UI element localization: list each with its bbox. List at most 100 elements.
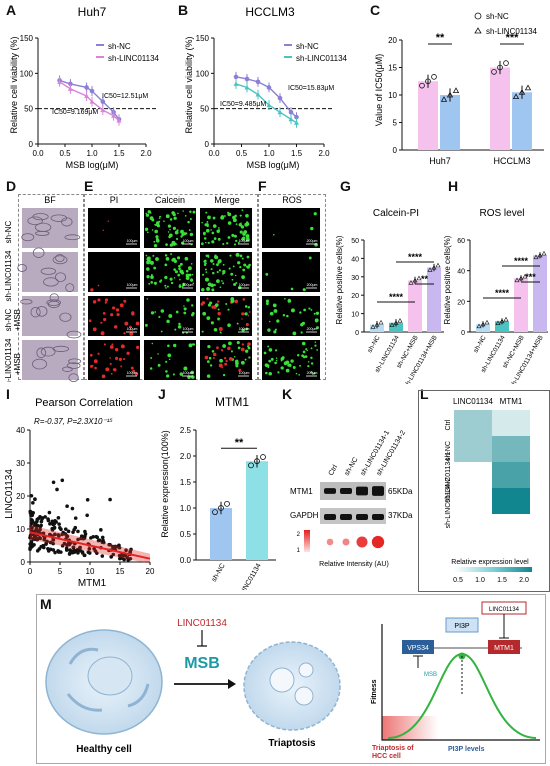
- fluorescent-cell: [153, 244, 158, 248]
- fluorescent-cell: [148, 282, 151, 285]
- fluorescent-cell: [147, 256, 151, 260]
- data-point: [484, 319, 490, 325]
- m-red-gradient: [382, 716, 438, 740]
- fluorescent-cell: [303, 308, 306, 312]
- fluorescent-cell: [118, 357, 123, 362]
- scatter-point: [60, 543, 65, 548]
- category-label: Huh7: [429, 156, 451, 166]
- col-merge: Merge: [214, 195, 240, 205]
- data-point: [425, 78, 431, 85]
- k-scale-top: 2: [297, 532, 301, 538]
- fluorescent-cell: [241, 312, 245, 316]
- x-tick-label: 2.0: [318, 149, 330, 158]
- m-mtm1-label: MTM1: [494, 645, 514, 652]
- bf-cell: [68, 373, 79, 382]
- chart-a-legend-marker-nc: [96, 44, 104, 46]
- data-point: [397, 317, 403, 323]
- y-tick-label: 100: [196, 69, 210, 78]
- heatmap-cell: [492, 436, 530, 462]
- fluorescent-cell: [272, 303, 277, 308]
- scatter-point: [57, 522, 61, 526]
- fluorescent-cell: [248, 311, 251, 313]
- data-point: [294, 114, 299, 120]
- fluorescent-cell: [155, 221, 160, 225]
- fluorescent-cell: [166, 285, 169, 288]
- fluorescent-cell: [171, 240, 176, 245]
- fluorescent-cell: [150, 281, 154, 284]
- category-label: sh-NC: [366, 334, 381, 354]
- bf-cell: [59, 312, 72, 322]
- fluorescent-cell: [234, 274, 237, 277]
- fluorescent-cell: [267, 345, 270, 348]
- scale-bar-label: 100μm: [239, 283, 250, 287]
- fluorescent-cell: [145, 213, 150, 217]
- fluorescent-cell: [212, 262, 215, 265]
- fluorescent-cell: [231, 278, 234, 281]
- fluorescent-cell: [177, 212, 179, 215]
- scatter-point: [99, 528, 103, 532]
- fluorescent-cell: [184, 256, 189, 261]
- fluorescent-cell: [212, 224, 217, 228]
- scale-bar-label: 200μm: [307, 327, 318, 331]
- heatmap-cell: [454, 410, 492, 436]
- fluorescent-cell: [217, 311, 221, 316]
- fluorescent-cell: [207, 282, 212, 287]
- fluorescent-cell: [290, 359, 294, 363]
- fluorescent-cell: [223, 215, 226, 217]
- chart-g-ylabel: Relative positive cells(%): [335, 235, 344, 324]
- fluorescent-cell: [190, 263, 193, 265]
- fluorescent-cell: [233, 356, 236, 358]
- bf-cell: [68, 358, 82, 365]
- fluorescent-cell: [315, 311, 320, 315]
- fluorescent-cell: [103, 317, 107, 322]
- data-point: [244, 76, 250, 82]
- fluorescent-cell: [205, 254, 208, 257]
- scatter-point: [100, 535, 105, 540]
- colorbar-tick-label: 0.5: [453, 577, 463, 584]
- fluorescent-cell: [239, 230, 243, 234]
- data-point: [503, 316, 509, 322]
- fluorescent-cell: [314, 344, 317, 347]
- fluorescent-cell: [243, 263, 247, 267]
- fluorescent-cell: [310, 362, 314, 365]
- scatter-point: [50, 519, 55, 524]
- fluorescent-cell: [169, 277, 173, 281]
- chart-c-legend-marker-linc: [474, 27, 482, 34]
- data-point: [497, 64, 503, 71]
- bf-cell: [40, 346, 56, 357]
- fluorescent-cell: [179, 372, 184, 376]
- fluorescent-cell: [239, 266, 242, 269]
- scale-bar-label: 100μm: [183, 283, 194, 287]
- fluorescent-cell: [157, 353, 159, 355]
- fluorescent-cell: [177, 273, 181, 277]
- scatter-point: [76, 537, 80, 542]
- data-point: [435, 262, 441, 268]
- fluorescent-cell: [216, 271, 219, 274]
- fluorescent-cell: [166, 374, 170, 378]
- fluorescent-cell: [247, 306, 251, 309]
- fluorescent-cell: [146, 267, 150, 271]
- chart-h-title: ROS level: [479, 208, 524, 219]
- fluorescent-cell: [218, 229, 221, 231]
- fluorescent-cell: [217, 308, 220, 311]
- data-point: [288, 116, 294, 122]
- data-point: [389, 322, 395, 327]
- fluorescent-cell: [130, 366, 134, 370]
- fluorescent-cell: [179, 278, 181, 281]
- chart-j: MTM1 Relative expression(100%) 0.0 0.5 1.0…: [160, 395, 276, 590]
- fluorescent-cell: [245, 222, 250, 226]
- fluorescent-cell: [313, 312, 316, 315]
- fluorescent-cell: [217, 237, 221, 241]
- fluorescent-cell: [302, 288, 306, 292]
- data-point: [266, 85, 272, 90]
- scatter-point: [125, 555, 130, 560]
- chart-a-legend-nc: sh-NC: [108, 42, 131, 51]
- k-intensity-scale: [304, 530, 310, 552]
- fluorescent-cell: [226, 242, 229, 245]
- chart-a-ylabel: Relative cell viability (%): [9, 36, 19, 133]
- fluorescent-cell: [290, 308, 295, 313]
- bf-cell: [32, 247, 45, 258]
- fluorescent-cell: [310, 356, 313, 360]
- bf-cell: [35, 230, 50, 236]
- chart-i: Pearson Correlation R=-0.37, P=2.3X10⁻¹⁵…: [4, 397, 155, 589]
